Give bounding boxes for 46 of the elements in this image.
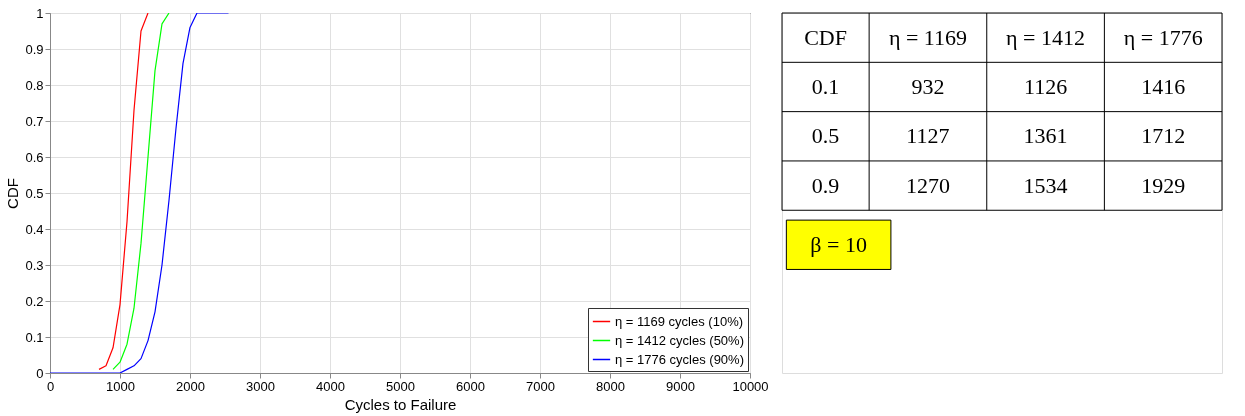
x-tick-label: 7000 <box>526 378 555 394</box>
text: 0.1 <box>811 73 840 99</box>
text: 1361 <box>1023 123 1068 149</box>
legend-label: η = 1169 cycles (10%) <box>615 313 744 329</box>
x-tick-label: 1000 <box>106 378 135 394</box>
legend-label: η = 1412 cycles (50%) <box>615 332 744 348</box>
text: 932 <box>911 73 945 99</box>
y-tick-label: 1 <box>36 5 44 21</box>
text: CDF <box>804 24 847 50</box>
y-tick-label: 0.3 <box>25 257 44 273</box>
y-tick-label: 0 <box>36 365 44 381</box>
x-axis-title: Cycles to Failure <box>344 395 457 413</box>
y-tick-label: 0.7 <box>25 113 44 129</box>
x-tick-label: 5000 <box>386 378 415 394</box>
y-tick-label: 0.9 <box>25 41 44 57</box>
y-axis-title: CDF <box>4 178 22 209</box>
text: 1126 <box>1023 73 1068 99</box>
x-tick-label: 8000 <box>596 378 625 394</box>
line-series <box>98 13 149 370</box>
line-series <box>112 13 170 370</box>
text: 1712 <box>1141 123 1186 149</box>
x-tick-label: 2000 <box>176 378 205 394</box>
x-tick-label: 10000 <box>732 378 769 394</box>
text: 1127 <box>906 123 950 149</box>
y-tick-label: 0.1 <box>25 329 44 345</box>
x-tick-label: 3000 <box>246 378 275 394</box>
text: 1416 <box>1141 73 1186 99</box>
text: 0.9 <box>811 172 840 198</box>
y-tick-label: 0.2 <box>25 293 44 309</box>
y-tick-label: 0.6 <box>25 149 44 165</box>
text: 1270 <box>905 172 950 198</box>
text: η = 1169 <box>888 24 967 50</box>
text: 0.5 <box>811 123 840 149</box>
x-tick-label: 6000 <box>456 378 485 394</box>
x-tick-label: 4000 <box>316 378 345 394</box>
text: 1929 <box>1141 172 1186 198</box>
y-tick-label: 0.5 <box>25 185 44 201</box>
text: 1534 <box>1023 172 1068 198</box>
x-tick-label: 9000 <box>666 378 695 394</box>
y-tick-label: 0.4 <box>25 221 44 237</box>
text: β = 10 <box>810 231 867 257</box>
text: η = 1776 <box>1123 24 1203 50</box>
legend-label: η = 1776 cycles (90%) <box>615 351 744 367</box>
x-tick-label: 0 <box>46 378 55 394</box>
text: η = 1412 <box>1006 24 1086 50</box>
y-tick-label: 0.8 <box>25 77 44 93</box>
